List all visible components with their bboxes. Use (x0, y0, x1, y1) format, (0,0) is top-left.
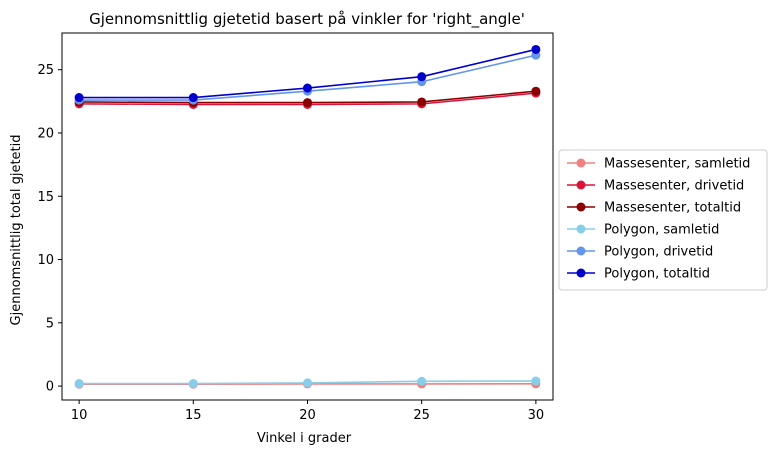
legend-frame (558, 149, 768, 291)
legend-label: Massesenter, drivetid (604, 179, 744, 194)
data-point (417, 72, 427, 82)
legend-marker (576, 246, 586, 256)
y-tick-label: 25 (37, 63, 54, 78)
data-point (417, 97, 427, 107)
data-point (417, 376, 427, 386)
plot-area: 10 15 20 25 30 0 5 10 15 20 25 (37, 32, 554, 423)
data-point (188, 93, 198, 103)
x-axis-label: Vinkel i grader (257, 431, 352, 446)
legend-label: Massesenter, samletid (604, 157, 750, 172)
data-point (531, 44, 541, 54)
x-tick-label: 20 (299, 408, 316, 423)
legend-label: Massesenter, totaltid (604, 201, 741, 216)
y-axis-label: Gjennomsnittlig total gjetetid (9, 135, 24, 326)
y-tick-label: 20 (37, 126, 54, 141)
y-tick-label: 0 (46, 380, 54, 395)
data-point (74, 379, 84, 389)
legend-marker (576, 268, 586, 278)
data-point (303, 83, 312, 93)
x-tick-label: 25 (413, 408, 430, 423)
data-point (531, 86, 541, 96)
y-tick-label: 5 (46, 316, 54, 331)
legend-marker (576, 224, 586, 234)
y-tick-label: 15 (37, 190, 54, 205)
x-tick-label: 10 (71, 408, 88, 423)
data-point (303, 378, 312, 388)
chart-title: Gjennomsnittlig gjetetid basert på vinkl… (89, 10, 525, 29)
legend-label: Polygon, drivetid (604, 245, 713, 260)
legend-label: Polygon, totaltid (604, 267, 710, 282)
data-point (303, 98, 312, 108)
x-tick-label: 15 (185, 408, 202, 423)
x-tick-label: 30 (528, 408, 545, 423)
legend: Massesenter, samletid Massesenter, drivet… (558, 149, 768, 291)
y-tick-label: 10 (37, 253, 54, 268)
data-point (531, 376, 541, 386)
legend-marker (576, 158, 586, 168)
legend-marker (576, 202, 586, 212)
data-point (74, 93, 84, 103)
data-point (188, 379, 198, 389)
legend-label: Polygon, samletid (604, 223, 719, 238)
legend-marker (576, 180, 586, 190)
